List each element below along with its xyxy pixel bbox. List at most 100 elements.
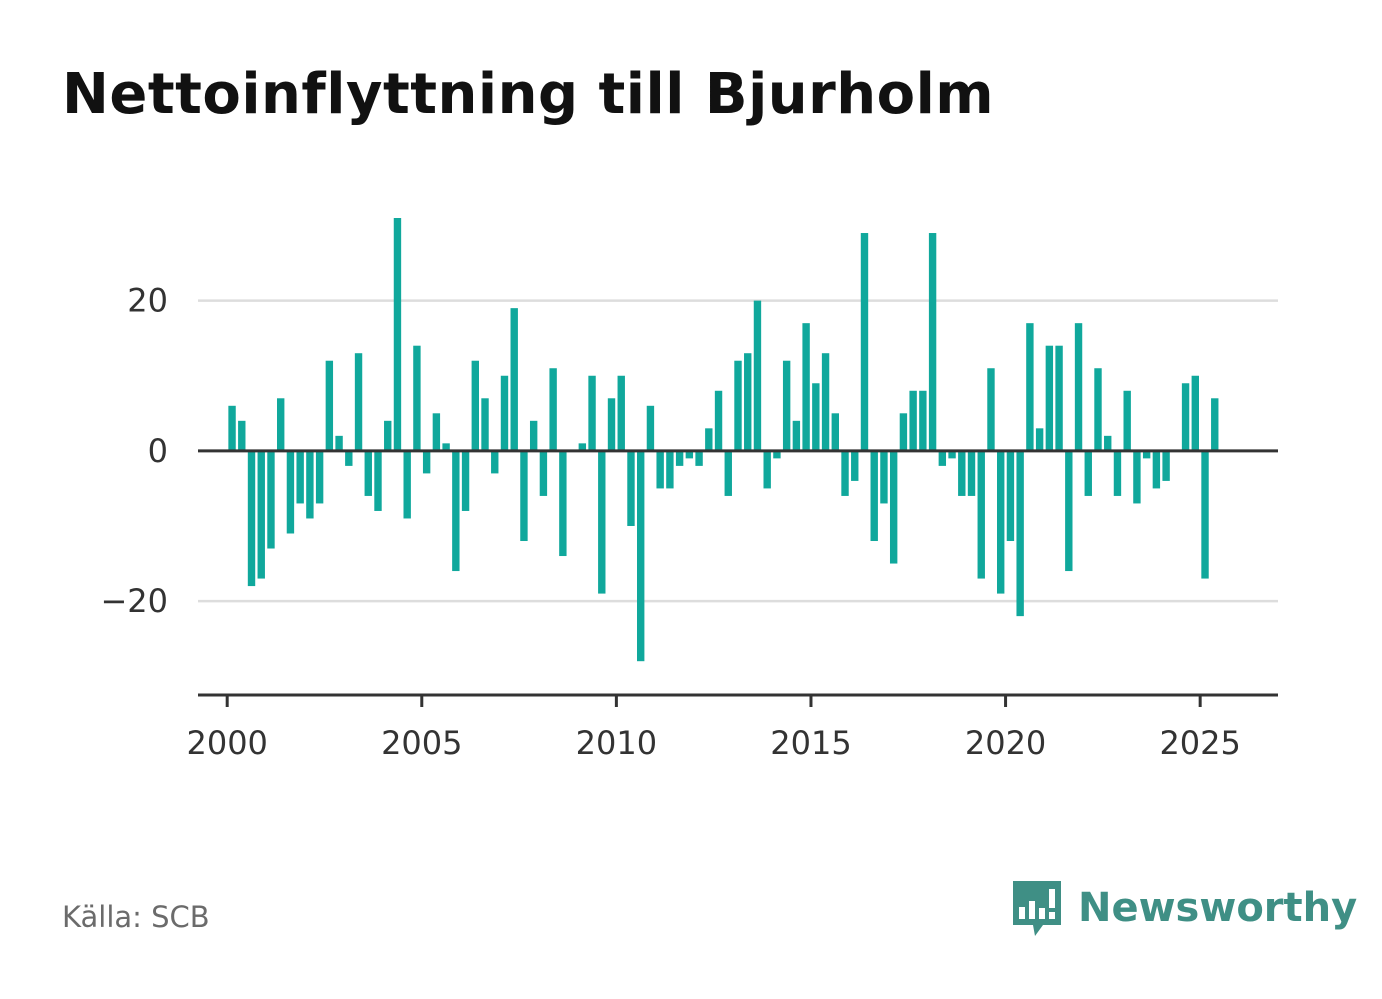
bar xyxy=(714,390,723,451)
bar xyxy=(1201,450,1209,579)
bar xyxy=(452,450,460,572)
bar xyxy=(656,450,664,489)
bar xyxy=(1162,450,1170,481)
bar xyxy=(598,450,606,594)
bar xyxy=(724,450,732,496)
x-tick-label: 2010 xyxy=(576,724,657,762)
bar xyxy=(588,375,596,451)
bar xyxy=(675,450,684,466)
bar xyxy=(948,450,956,459)
bar xyxy=(938,450,947,466)
bar xyxy=(889,450,898,564)
bar xyxy=(228,405,236,451)
bar xyxy=(987,368,995,451)
bar xyxy=(1045,345,1054,451)
bars xyxy=(228,218,1219,662)
bar-chart-speech-bubble-icon xyxy=(1013,881,1061,936)
bar xyxy=(422,450,431,474)
bar xyxy=(841,450,849,496)
y-tick-label: −20 xyxy=(100,582,168,620)
bar xyxy=(1142,450,1151,459)
bar xyxy=(549,368,557,451)
bar xyxy=(705,428,713,451)
bar xyxy=(384,420,392,451)
bar xyxy=(315,450,324,504)
bar xyxy=(646,405,655,451)
bar xyxy=(403,450,411,519)
bar xyxy=(627,450,635,526)
bar xyxy=(967,450,976,496)
bar xyxy=(1113,450,1122,496)
brand-name: Newsworthy xyxy=(1078,885,1358,931)
bar xyxy=(1055,345,1063,451)
bar xyxy=(880,450,888,504)
bar xyxy=(812,383,820,451)
bar xyxy=(432,413,441,451)
bar xyxy=(744,353,752,451)
bar xyxy=(481,398,489,451)
bar xyxy=(277,398,285,451)
bar xyxy=(296,450,304,504)
bar xyxy=(286,450,295,534)
bar xyxy=(821,353,830,451)
bar xyxy=(1026,323,1034,451)
bar xyxy=(335,435,343,451)
bar xyxy=(520,450,528,542)
bar xyxy=(1191,375,1199,451)
bar xyxy=(413,345,421,451)
y-tick-label: 20 xyxy=(127,282,168,320)
bar xyxy=(539,450,548,496)
bar xyxy=(247,450,256,587)
bar xyxy=(792,420,801,451)
bar xyxy=(753,300,762,451)
bar xyxy=(831,413,839,451)
bar xyxy=(773,450,781,459)
bar xyxy=(559,450,567,557)
bar xyxy=(637,450,645,662)
bar xyxy=(1094,368,1102,451)
bar xyxy=(909,390,917,451)
bar xyxy=(354,353,363,451)
bar xyxy=(529,420,538,451)
bar xyxy=(374,450,382,511)
bar xyxy=(899,413,908,451)
bar xyxy=(345,450,353,466)
bar xyxy=(782,360,791,451)
bar xyxy=(393,218,402,451)
x-tick-label: 2005 xyxy=(381,724,462,762)
bar xyxy=(1152,450,1161,489)
x-tick-label: 2015 xyxy=(770,724,851,762)
bar xyxy=(1084,450,1092,496)
bar xyxy=(578,443,587,451)
tick-labels: 2000 2005 2010 2015 2020 2025 −20 0 20 xyxy=(100,282,1240,762)
chart-title: Nettoinflyttning till Bjurholm xyxy=(62,62,995,127)
bar xyxy=(306,450,314,519)
bar xyxy=(1181,383,1190,451)
bar xyxy=(257,450,265,579)
source-note: Källa: SCB xyxy=(62,900,210,934)
x-tick-label: 2025 xyxy=(1159,724,1240,762)
bar xyxy=(860,233,869,451)
bar xyxy=(1035,428,1044,451)
bar xyxy=(763,450,771,489)
bar xyxy=(364,450,372,496)
bar xyxy=(685,450,694,459)
brand-logo: Newsworthy xyxy=(1010,878,1357,938)
bar xyxy=(1133,450,1141,504)
bar xyxy=(928,233,937,451)
bar xyxy=(1074,323,1083,451)
bar xyxy=(802,323,810,451)
bar xyxy=(442,443,450,451)
axes xyxy=(198,449,1278,707)
bar xyxy=(1016,450,1024,617)
y-tick-label: 0 xyxy=(148,432,168,470)
bar xyxy=(1104,435,1112,451)
bar xyxy=(919,390,927,451)
bar xyxy=(617,375,625,451)
bar xyxy=(1065,450,1073,572)
bar xyxy=(851,450,859,481)
bar xyxy=(461,450,470,511)
bar xyxy=(870,450,878,542)
bar xyxy=(997,450,1005,594)
